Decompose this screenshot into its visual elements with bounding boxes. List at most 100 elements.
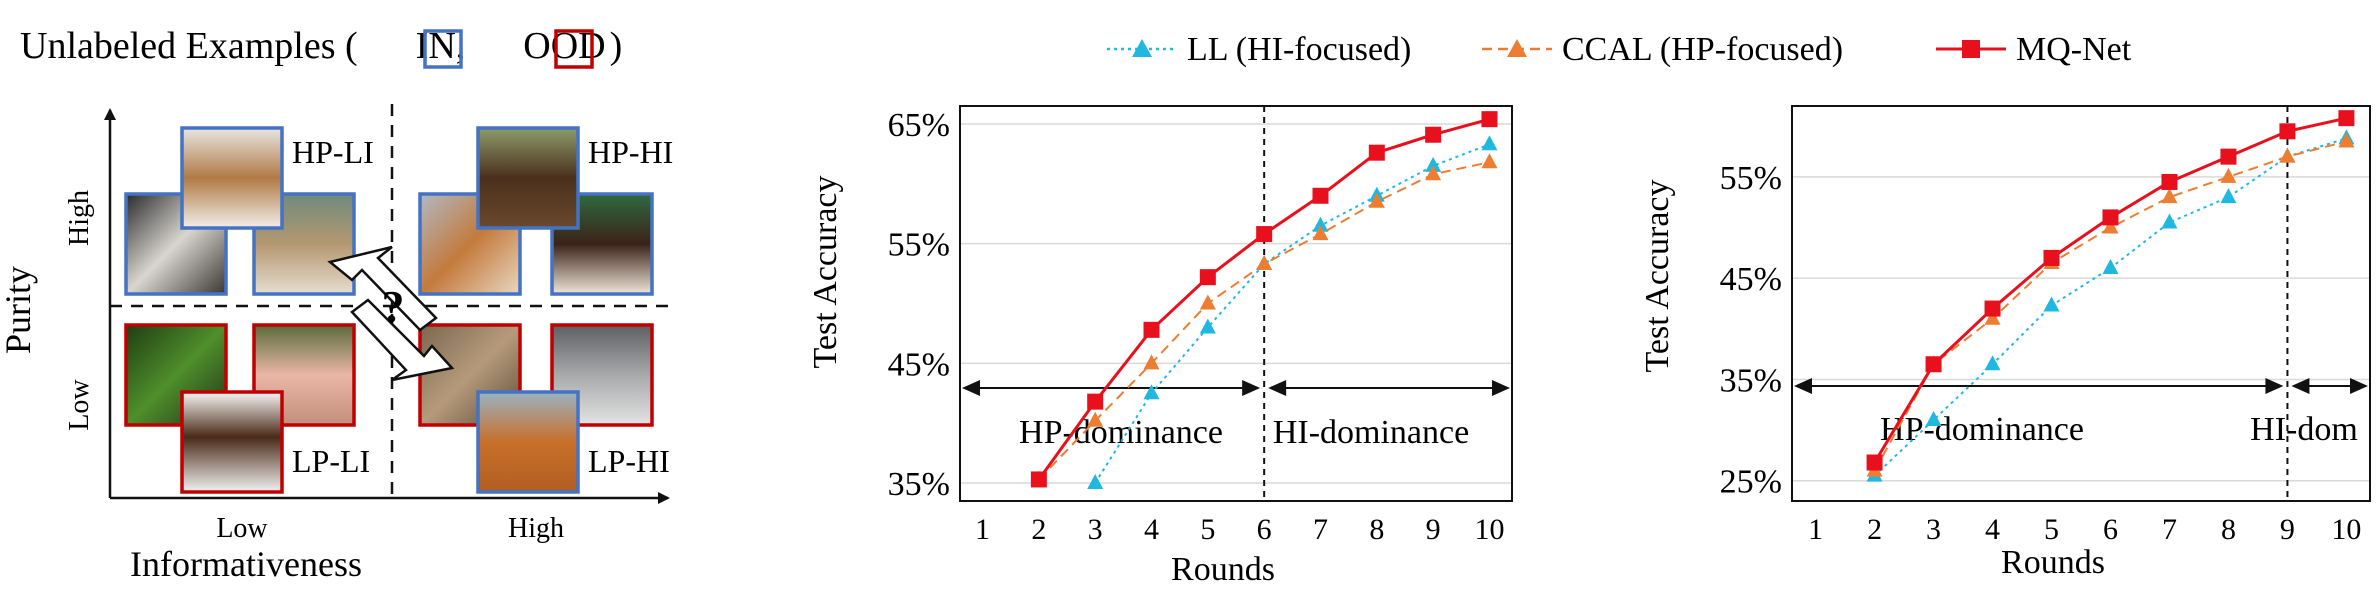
accuracy-chart-1: Test Accuracy Rounds HP-dominance HI-dom… — [807, 105, 1513, 588]
chart1-ytick-label: 35% — [888, 466, 950, 503]
chart2-ccal-line — [1873, 140, 2347, 472]
chart1-xtick-label: 6 — [1257, 513, 1272, 546]
chart1-ccal-point — [1087, 411, 1104, 427]
chart2-ll-point — [2102, 259, 2119, 275]
chart1-mqnet-point — [1256, 226, 1273, 243]
chart1-mqnet-point — [1143, 321, 1160, 338]
lp-li-label: LP-LI — [292, 443, 370, 479]
hp-hi-label: HP-HI — [588, 134, 673, 170]
chart2-ll-point — [2043, 296, 2060, 312]
lp-hi-label: LP-HI — [588, 443, 670, 479]
chart1-plot-area — [1030, 111, 1498, 490]
chart2-hp-arrow-right-head — [2265, 378, 2284, 394]
chart1-xtick-label: 5 — [1200, 513, 1215, 546]
chart2-ytick-label: 25% — [1720, 464, 1782, 501]
chart2-xtick-label: 8 — [2221, 513, 2236, 546]
chart2-xtick-label: 9 — [2280, 513, 2295, 546]
chart2-region-hi: HI-dom — [2250, 411, 2358, 448]
chart1-ll-point — [1199, 318, 1216, 334]
chart2-ccal-point — [2338, 132, 2355, 148]
accuracy-chart-2: Test Accuracy Rounds HP-dominance HI-dom… — [1639, 105, 2371, 581]
chart2-hi-arrow-right-head — [2350, 378, 2368, 394]
chart1-hi-arrow-left-head — [1268, 380, 1287, 396]
chart1-hp-arrow-right-head — [1242, 380, 1261, 396]
chart2-mqnet-point — [2220, 148, 2237, 165]
question-mark: ? — [382, 281, 405, 332]
chart2-ll-point — [2220, 188, 2237, 204]
chart2-ytick-label: 55% — [1720, 160, 1782, 197]
chart2-xlabel: Rounds — [2001, 544, 2105, 581]
chart1-mqnet-point — [1481, 111, 1498, 128]
chart2-hp-arrow-left-head — [1794, 378, 1812, 394]
chart1-mqnet-point — [1312, 187, 1329, 204]
chart1-ccal-point — [1312, 225, 1329, 241]
chart1-hi-arrow-right-head — [1492, 380, 1510, 396]
title-suffix: ) — [610, 25, 623, 67]
chart2-mqnet-point — [2161, 173, 2178, 190]
chart1-xtick-label: 10 — [1474, 513, 1504, 546]
chart1-ccal-point — [1199, 294, 1216, 310]
chart2-region-hp: HP-dominance — [1880, 411, 2084, 448]
chart1-ll-line — [1094, 143, 1490, 484]
chart1-hp-arrow-left-head — [962, 380, 980, 396]
purity-label: Purity — [0, 266, 38, 354]
chart1-xtick-label: 1 — [975, 513, 990, 546]
chart1-region-hi: HI-dominance — [1273, 414, 1469, 451]
chart1-ccal-point — [1481, 153, 1498, 169]
chart1-mqnet-point — [1087, 393, 1104, 410]
chart2-xtick-label: 4 — [1985, 513, 2000, 546]
chart2-xtick-label: 1 — [1808, 513, 1823, 546]
chow-chow-dog-image — [476, 390, 580, 494]
chart-legend: LL (HI-focused) CCAL (HP-focused) MQ-Net — [1107, 31, 2132, 68]
hp-arrow-icon — [327, 245, 438, 332]
chart2-ccal-point — [2220, 167, 2237, 183]
chart1-ytick-label: 65% — [888, 107, 950, 144]
chart1-ll-point — [1143, 384, 1160, 400]
chart1-ll-point — [1087, 474, 1104, 490]
chart1-xtick-label: 8 — [1369, 513, 1384, 546]
legend-label-mqnet: MQ-Net — [2016, 31, 2132, 68]
chart1-ylabel: Test Accuracy — [807, 175, 844, 368]
legend-label-ccal: CCAL (HP-focused) — [1562, 31, 1843, 68]
chart1-ll-point — [1425, 156, 1442, 172]
chart2-ytick-label: 35% — [1720, 362, 1782, 399]
chart2-ccal-point — [2279, 147, 2296, 163]
chart2-hi-arrow-left-head — [2291, 378, 2310, 394]
title-prefix: Unlabeled Examples ( — [20, 25, 358, 67]
chart2-ytick-label: 45% — [1720, 261, 1782, 298]
chart2-xtick-label: 10 — [2331, 513, 2361, 546]
chart2-plot-area — [1866, 110, 2355, 482]
chart1-xlabel: Rounds — [1171, 551, 1275, 588]
schematic-title: Unlabeled Examples (IN, OOD) — [20, 25, 622, 67]
chart2-xtick-label: 7 — [2162, 513, 2177, 546]
legend-label-ll: LL (HI-focused) — [1187, 31, 1411, 68]
chart1-mqnet-point — [1425, 126, 1442, 143]
chart1-xtick-label: 9 — [1426, 513, 1441, 546]
chart1-ccal-point — [1143, 354, 1160, 370]
chart2-xtick-label: 3 — [1926, 513, 1941, 546]
chart2-ccal-point — [2161, 188, 2178, 204]
chart2-ll-point — [1925, 410, 1942, 426]
chart1-xtick-label: 7 — [1313, 513, 1328, 546]
chart2-ll-point — [2161, 213, 2178, 229]
chart2-mqnet-point — [2338, 110, 2355, 127]
newfoundland-dog-image — [476, 126, 580, 230]
hp-li-label: HP-LI — [292, 134, 374, 170]
informativeness-low-label: Low — [216, 513, 268, 544]
schematic-panel: Unlabeled Examples (IN, OOD) Purity High … — [0, 25, 673, 584]
chart1-xtick-label: 2 — [1031, 513, 1046, 546]
informativeness-high-label: High — [508, 513, 564, 544]
informativeness-label: Informativeness — [130, 544, 362, 584]
chart2-ccal-point — [1984, 309, 2001, 325]
chart1-ll-point — [1481, 135, 1498, 151]
chart2-mqnet-point — [2102, 209, 2119, 226]
chart2-ll-point — [1984, 355, 2001, 371]
chart2-ccal-point — [2102, 218, 2119, 234]
chart1-ccal-point — [1368, 192, 1385, 208]
chart1-frame — [959, 105, 1513, 502]
chart2-mqnet-point — [1866, 454, 1883, 471]
chart1-region-hp: HP-dominance — [1019, 414, 1223, 451]
chart2-mqnet-point — [2279, 123, 2296, 140]
horse-image — [180, 390, 284, 494]
purity-high-label: High — [64, 190, 95, 246]
